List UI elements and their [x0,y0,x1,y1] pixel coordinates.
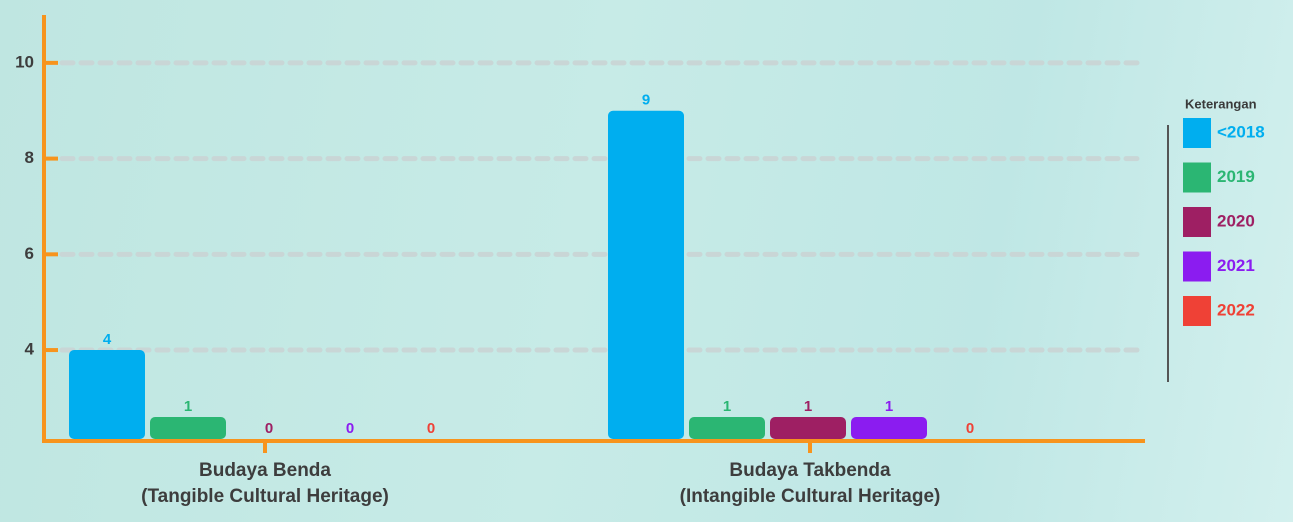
bar [608,111,684,439]
legend-swatch [1183,296,1211,326]
value-label: 1 [804,398,812,415]
value-label: 1 [184,398,192,415]
legend-swatch [1183,252,1211,282]
bar [69,350,145,439]
legend-label: <2018 [1217,122,1265,141]
y-tick-label: 4 [25,340,35,359]
bar [770,417,846,439]
legend-swatch [1183,207,1211,237]
value-label: 0 [346,420,354,437]
bar [150,417,226,439]
bar [851,417,927,439]
value-label: 0 [265,420,273,437]
y-tick-label: 8 [25,148,34,167]
y-tick-label: 10 [15,52,34,71]
value-label: 9 [642,92,650,109]
legend-label: 2021 [1217,256,1255,275]
x-tick-label: Budaya Benda (Tangible Cultural Heritage… [100,458,430,510]
legend-swatch [1183,163,1211,193]
legend-label: 2019 [1217,167,1255,186]
chart: Keterangan 4 6 8 10 4 9 <2018 1 1 2019 0 1 2020 0 1 202… [0,0,1293,522]
legend-title: Keterangan [1185,96,1257,111]
x-tick-label: Budaya Takbenda (Intangible Cultural Her… [645,458,975,510]
value-label: 0 [427,420,435,437]
value-label: 1 [723,398,731,415]
y-tick-label: 6 [25,244,34,263]
bar [689,417,765,439]
value-label: 0 [966,420,974,437]
value-label: 4 [103,331,112,348]
legend-swatch [1183,118,1211,148]
value-label: 1 [885,398,893,415]
legend-label: 2022 [1217,300,1255,319]
legend-label: 2020 [1217,211,1255,230]
page: {"chart_data": {"type": "bar", "categori… [0,0,1293,522]
